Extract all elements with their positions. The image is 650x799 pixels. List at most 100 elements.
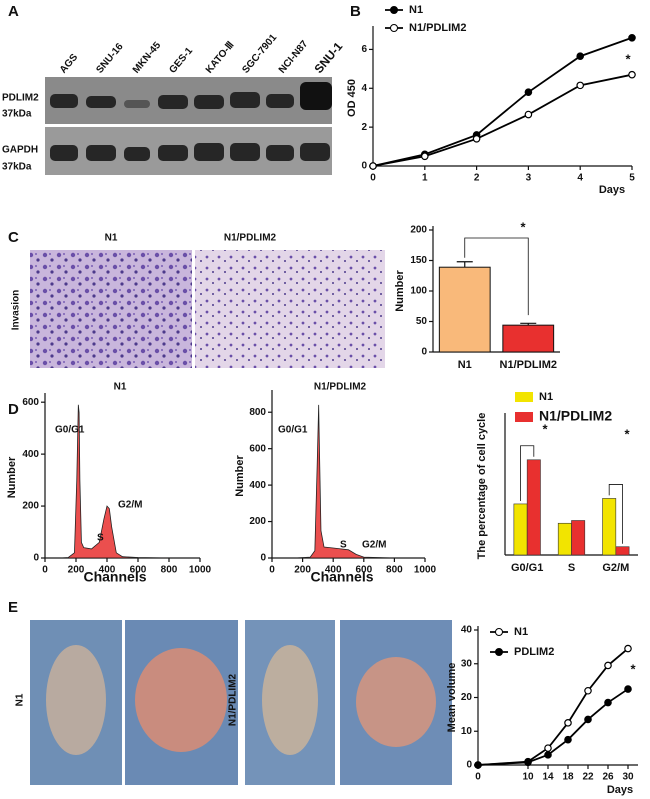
- column-label: N1: [105, 233, 118, 244]
- xenograft-images: [30, 620, 452, 785]
- x-tick-label: 1: [422, 173, 428, 184]
- x-tick-label: 600: [130, 565, 147, 576]
- y-axis-label: Mean volume: [446, 663, 458, 733]
- y-tick-label: 6: [361, 44, 367, 55]
- x-tick-label: G2/M: [602, 562, 629, 574]
- y-axis-label: OD 450: [346, 79, 358, 117]
- y-tick-label: 0: [33, 553, 39, 564]
- y-tick-label: 400: [249, 480, 266, 491]
- x-tick-label: 4: [577, 173, 583, 184]
- annotation: *: [542, 421, 548, 436]
- lane-label: SNU-16: [94, 41, 126, 76]
- legend-label: N1: [539, 391, 553, 403]
- chart-title: N1: [114, 382, 127, 393]
- error-bar: [520, 322, 537, 326]
- x-axis-label: Channels: [310, 569, 373, 585]
- data-point: [474, 761, 482, 769]
- blot-bands: [50, 82, 332, 161]
- data-point: [420, 152, 429, 161]
- lane-label: MKN-45: [131, 40, 164, 76]
- legend-swatch: [515, 412, 533, 422]
- mouse: [46, 645, 106, 755]
- y-axis-label: The percentage of cell cycle: [476, 413, 488, 560]
- legend-marker: [495, 628, 503, 636]
- x-tick-label: 200: [294, 565, 311, 576]
- y-tick-label: 0: [421, 347, 427, 358]
- x-tick-label: 10: [522, 772, 534, 783]
- panel-label: D: [8, 401, 19, 418]
- bar: [615, 546, 630, 556]
- y-tick-label: 600: [249, 443, 266, 454]
- peak-label: G2/M: [362, 540, 386, 551]
- mouse: [262, 645, 318, 755]
- x-tick-label: 800: [161, 565, 178, 576]
- x-tick-label: 3: [526, 173, 532, 184]
- x-axis-label: Days: [599, 184, 625, 196]
- panel-label: A: [8, 3, 19, 20]
- data-point: [544, 751, 552, 759]
- lane-label: GES-1: [167, 45, 195, 75]
- x-tick-label: 30: [622, 772, 634, 783]
- data-point: [584, 715, 592, 724]
- peak-label: G2/M: [118, 500, 142, 511]
- x-axis-label: Channels: [83, 569, 146, 585]
- data-point: [584, 686, 592, 695]
- data-point: [524, 758, 532, 767]
- data-point: [628, 70, 636, 79]
- significance-bracket: [608, 484, 623, 544]
- y-tick-label: 0: [466, 760, 472, 771]
- tumor: [135, 648, 227, 752]
- legend-marker: [390, 24, 398, 32]
- blot-row-label: PDLIM2: [2, 93, 39, 104]
- y-tick-label: 40: [461, 625, 473, 636]
- y-tick-label: 2: [361, 122, 367, 133]
- y-tick-label: 600: [22, 397, 39, 408]
- peak-label: G0/G1: [278, 425, 308, 436]
- bar: [513, 503, 528, 556]
- western-blot: [45, 77, 332, 175]
- data-point: [624, 644, 632, 653]
- blot-size-label: 37kDa: [2, 162, 32, 173]
- y-tick-label: 100: [410, 286, 427, 297]
- y-tick-label: 150: [410, 255, 427, 266]
- data-point: [472, 135, 481, 143]
- y-tick-label: 200: [410, 225, 427, 236]
- data-point: [369, 162, 377, 170]
- bar: [571, 520, 586, 556]
- x-tick-label: 0: [475, 772, 481, 783]
- x-tick-label: 0: [42, 565, 48, 576]
- y-tick-label: 50: [416, 316, 428, 327]
- histogram-area: [45, 404, 200, 559]
- invasion-photo: [195, 250, 385, 368]
- bar: [502, 324, 555, 353]
- histogram-area: [272, 404, 425, 559]
- x-tick-label: 400: [325, 565, 342, 576]
- y-tick-label: 4: [361, 83, 367, 94]
- data-point: [524, 88, 533, 96]
- annotation: *: [624, 426, 630, 441]
- lane-label: SNU-1: [312, 39, 346, 76]
- bar: [602, 498, 617, 556]
- y-tick-label: 200: [249, 516, 266, 527]
- peak-label: S: [340, 540, 347, 551]
- panel-label: B: [350, 3, 361, 20]
- x-tick-label: 800: [386, 565, 403, 576]
- x-tick-label: 600: [355, 565, 372, 576]
- panel-label: E: [8, 599, 18, 616]
- y-tick-label: 200: [22, 501, 39, 512]
- significance-bracket: [464, 237, 529, 316]
- legend-marker: [390, 6, 398, 14]
- data-point: [628, 33, 636, 42]
- x-tick-label: 1000: [414, 565, 437, 576]
- x-tick-label: N1: [458, 359, 472, 371]
- annotation: *: [625, 51, 631, 66]
- data-point: [564, 719, 572, 727]
- bar: [438, 266, 491, 353]
- lane-label: NCI-N87: [277, 38, 311, 75]
- x-tick-label: G0/G1: [511, 562, 543, 574]
- legend-label: N1/PDLIM2: [409, 22, 466, 34]
- x-tick-label: 1000: [189, 565, 212, 576]
- x-tick-label: 0: [370, 173, 376, 184]
- y-tick-label: 800: [249, 407, 266, 418]
